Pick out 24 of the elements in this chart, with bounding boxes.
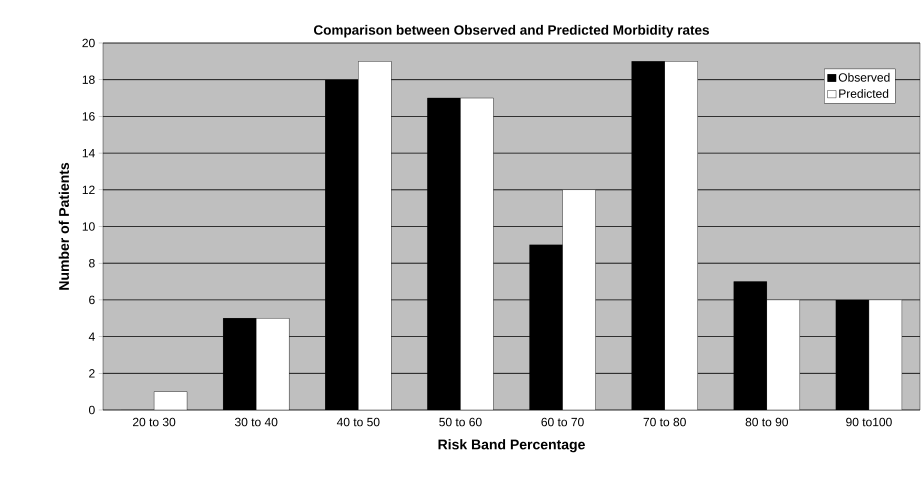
y-tick-label: 12 bbox=[82, 186, 95, 194]
y-axis-title: Number of Patients bbox=[58, 162, 69, 290]
x-axis-title: Risk Band Percentage bbox=[438, 439, 585, 452]
y-tick-label: 4 bbox=[88, 332, 95, 341]
x-tick-label: 40 to 50 bbox=[336, 418, 380, 426]
x-tick-label: 20 to 30 bbox=[132, 418, 176, 426]
y-tick-label: 18 bbox=[82, 75, 95, 84]
y-tick-label: 2 bbox=[89, 369, 95, 378]
y-tick-label: 14 bbox=[82, 148, 95, 158]
x-tick-label: 60 to 70 bbox=[541, 418, 584, 426]
legend-label: Predicted bbox=[839, 89, 888, 98]
y-tick-label: 16 bbox=[82, 112, 95, 121]
y-tick-label: 0 bbox=[89, 406, 95, 414]
x-tick-label: 30 to 40 bbox=[234, 418, 278, 426]
x-tick-label: 80 to 90 bbox=[746, 418, 788, 426]
chart-title: Comparison between Observed and Predicted Morbidity rates bbox=[314, 24, 709, 38]
x-tick-label: 70 to 80 bbox=[644, 418, 686, 426]
x-tick-label: 90 to100 bbox=[846, 418, 892, 426]
y-tick-label: 10 bbox=[82, 222, 95, 231]
y-tick-label: 20 bbox=[82, 38, 95, 48]
legend-label: Observed bbox=[838, 72, 890, 82]
y-tick-label: 6 bbox=[89, 296, 95, 304]
y-tick-label: 8 bbox=[89, 258, 95, 268]
x-tick-label: 50 to 60 bbox=[439, 418, 482, 426]
